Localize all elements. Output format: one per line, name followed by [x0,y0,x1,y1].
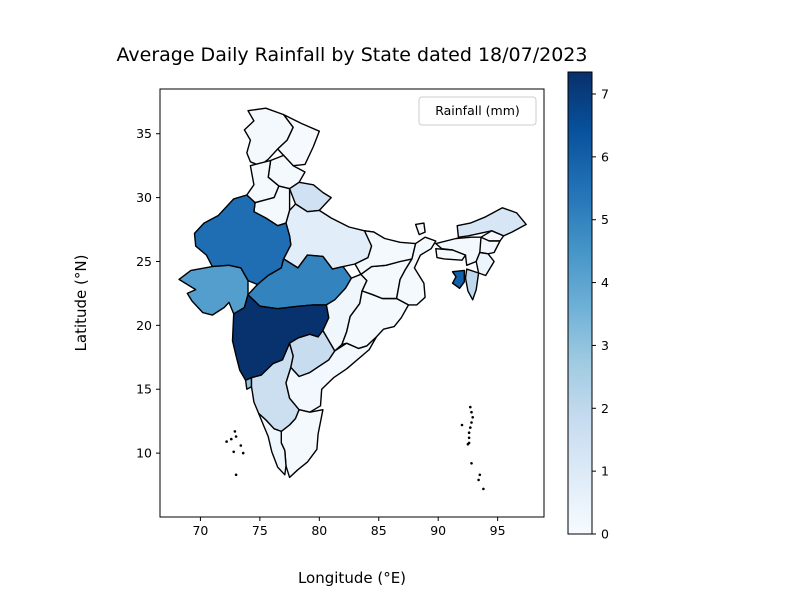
state-region-arunachal-pradesh [456,207,527,238]
island-marker-andaman-and-nicobar-islands [477,478,480,482]
colorbar-tick-label: 6 [601,149,609,164]
state-region-west-bengal [395,236,437,306]
island-marker-andaman-and-nicobar-islands [469,426,472,429]
y-tick-label: 25 [136,254,152,269]
state-region-goa [244,377,253,390]
x-tick-label: 90 [430,523,446,538]
legend-box [418,96,537,126]
island-marker-andaman-and-nicobar-islands [470,462,473,465]
y-tick-label: 35 [136,126,152,141]
y-tick-label: 20 [136,318,152,333]
state-region-bihar [354,230,417,275]
island-marker-lakshadweep [234,473,238,477]
colorbar-tick-label: 4 [601,275,609,290]
island-marker-andaman-and-nicobar-islands [470,421,473,424]
state-region-sikkim [414,222,426,236]
colorbar-tick-label: 5 [601,212,609,227]
island-marker-andaman-and-nicobar-islands [470,410,473,414]
x-axis-ticks: 70 75 80 85 90 95 [192,517,506,538]
colorbar-tick-label: 1 [601,464,609,479]
island-marker-andaman-and-nicobar-islands [467,441,471,445]
colorbar-gradient [567,71,593,535]
island-marker-andaman-and-nicobar-islands [478,473,482,477]
state-region-meghalaya [435,247,467,261]
legend-label: Rainfall (mm) [435,103,520,118]
colorbar-tick-label: 0 [601,527,609,542]
state-regions [178,107,527,479]
y-axis-label: Latitude (°N) [72,255,90,352]
state-region-mizoram [464,268,480,301]
island-marker-lakshadweep [225,440,228,443]
colorbar-tick-label: 7 [601,87,609,102]
island-marker-andaman-and-nicobar-islands [467,436,471,440]
colorbar: 0 1 2 3 4 5 6 7 [567,71,609,542]
legend: Rainfall (mm) [418,96,537,126]
island-marker-lakshadweep [241,451,245,455]
island-marker-lakshadweep [230,437,233,441]
x-tick-label: 85 [371,523,387,538]
y-tick-label: 30 [136,190,152,205]
island-marker-lakshadweep [232,450,235,454]
x-tick-label: 75 [252,523,268,538]
colorbar-ticks: 0 1 2 3 4 5 6 7 [592,87,609,542]
island-markers [225,405,485,491]
x-tick-label: 80 [311,523,327,538]
y-tick-label: 15 [136,382,152,397]
colorbar-tick-label: 2 [601,401,609,416]
y-tick-label: 10 [136,446,152,461]
island-marker-lakshadweep [239,444,243,447]
island-marker-andaman-and-nicobar-islands [467,431,471,435]
island-marker-andaman-and-nicobar-islands [482,487,485,491]
island-marker-andaman-and-nicobar-islands [469,405,472,409]
y-axis-ticks: 10 15 20 25 30 35 [136,126,160,461]
island-marker-lakshadweep [234,435,238,438]
island-marker-andaman-and-nicobar-islands [471,416,475,419]
island-marker-andaman-and-nicobar-islands [460,423,464,427]
colorbar-tick-label: 3 [601,338,609,353]
chart-title: Average Daily Rainfall by State dated 18… [117,44,588,66]
x-tick-label: 70 [192,523,208,538]
state-region-kerala [258,412,287,476]
state-region-tripura [451,269,465,289]
x-tick-label: 95 [490,523,506,538]
island-marker-lakshadweep [233,430,237,433]
x-axis-label: Longitude (°E) [298,569,406,587]
